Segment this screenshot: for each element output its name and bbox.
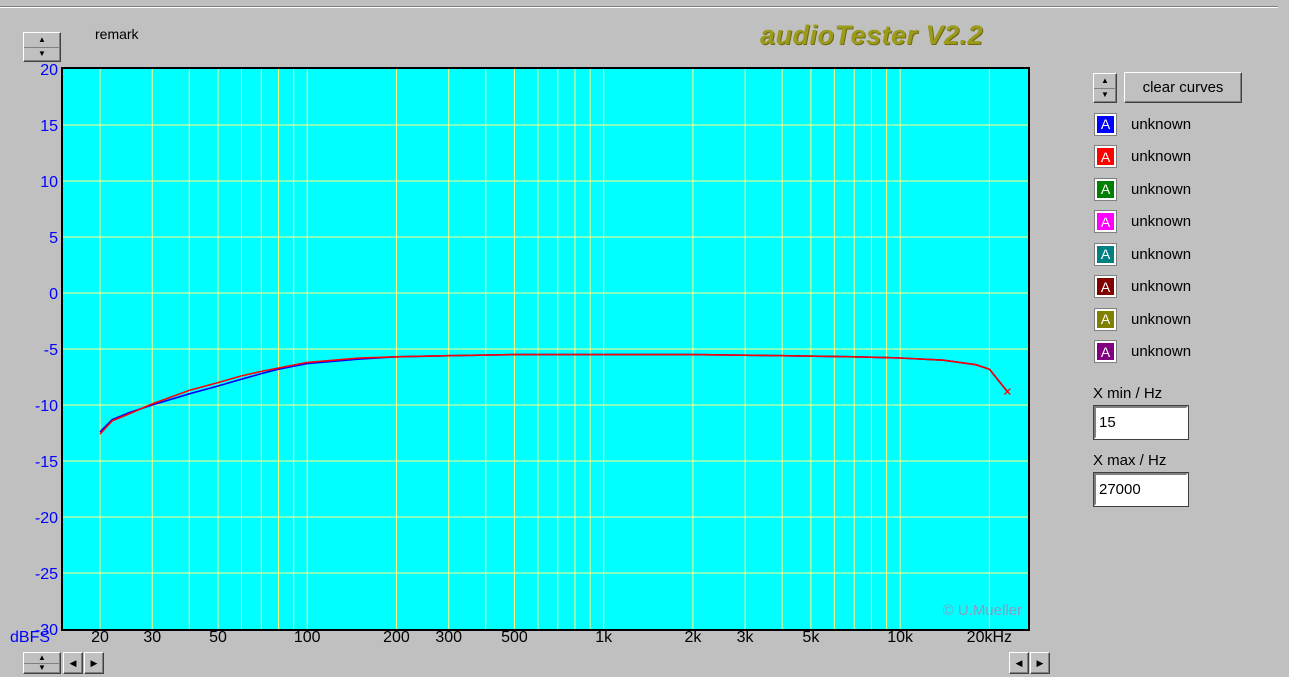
y-tick-label: -30: [35, 622, 58, 639]
legend-label: unknown: [1131, 278, 1192, 295]
legend-label: unknown: [1131, 148, 1192, 165]
x-tick-label: 30: [143, 629, 161, 646]
legend-label: unknown: [1131, 343, 1192, 360]
x-tick-label: 300: [435, 629, 462, 646]
clear-curves-label: clear curves: [1142, 79, 1224, 96]
spin-up-icon: ▲: [1101, 75, 1109, 85]
curve-color-swatch[interactable]: A: [1094, 177, 1117, 201]
remark-spin-button[interactable]: ▲ ▼: [23, 32, 61, 62]
series-end-marker: [1003, 388, 1011, 395]
x-tick-label: 2k: [684, 629, 702, 646]
watermark: © U.Mueller: [943, 602, 1022, 619]
y-tick-label: -15: [35, 454, 58, 471]
x-tick-label: 20: [91, 629, 109, 646]
legend-label: unknown: [1131, 245, 1192, 263]
curve-color-swatch[interactable]: A: [1094, 242, 1117, 266]
curve-color-swatch[interactable]: A: [1094, 210, 1117, 233]
curve-color-swatch[interactable]: A: [1094, 307, 1117, 331]
x-tick-label: 50: [209, 629, 227, 646]
arrow-left-icon: ◀: [1015, 657, 1023, 668]
arrow-left-icon: ◀: [69, 657, 77, 668]
x-min-input[interactable]: 15: [1093, 405, 1189, 440]
y-tick-label: 15: [40, 118, 58, 135]
x-max-input[interactable]: 27000: [1093, 472, 1189, 507]
legend-label: unknown: [1131, 115, 1192, 133]
legend-label: unknown: [1131, 310, 1192, 328]
arrow-right-icon: ▶: [1036, 657, 1044, 668]
curve-color-swatch[interactable]: A: [1094, 275, 1117, 298]
spin-down-icon: ▼: [24, 662, 60, 674]
x-tick-label: 5k: [802, 629, 820, 646]
spin-down-icon: ▼: [24, 46, 60, 62]
zoom-left-button[interactable]: ◀: [1009, 652, 1029, 674]
y-tick-label: 5: [49, 230, 58, 247]
x-tick-label: 20kHz: [967, 629, 1012, 646]
frequency-response-chart: © U.Mueller: [63, 69, 1028, 629]
legend-label: unknown: [1131, 180, 1192, 198]
x-tick-label: 500: [501, 629, 528, 646]
spin-up-icon: ▲: [38, 652, 46, 662]
x-min-label: X min / Hz: [1093, 385, 1163, 402]
scroll-right-button[interactable]: ▶: [84, 652, 104, 674]
curve-select-spin-button[interactable]: ▲ ▼: [1093, 73, 1117, 103]
plot-area[interactable]: © U.Mueller: [61, 67, 1030, 631]
arrow-right-icon: ▶: [90, 657, 98, 668]
y-tick-label: -25: [35, 566, 58, 583]
scroll-left-button[interactable]: ◀: [63, 652, 83, 674]
zoom-right-button[interactable]: ▶: [1030, 652, 1050, 674]
spin-down-icon: ▼: [1094, 87, 1116, 103]
spin-up-icon: ▲: [38, 34, 46, 44]
x-tick-label: 1k: [595, 629, 613, 646]
x-tick-label: 100: [294, 629, 321, 646]
x-tick-label: 10k: [887, 629, 914, 646]
app-title: audioTester V2.2: [760, 20, 984, 50]
y-tick-label: -20: [35, 510, 58, 527]
clear-curves-button[interactable]: clear curves: [1124, 72, 1242, 103]
curve-color-swatch[interactable]: A: [1094, 340, 1117, 363]
y-tick-label: -5: [44, 342, 58, 359]
x-tick-label: 200: [383, 629, 410, 646]
y-tick-label: -10: [35, 398, 58, 415]
y-tick-label: 10: [40, 174, 58, 191]
curve-color-swatch[interactable]: A: [1094, 145, 1117, 168]
curve-color-swatch[interactable]: A: [1094, 112, 1117, 136]
y-axis-unit-label: dBFS: [10, 629, 50, 646]
x-max-label: X max / Hz: [1093, 452, 1167, 469]
y-tick-label: 20: [40, 62, 58, 79]
y-scale-spin-button[interactable]: ▲ ▼: [23, 652, 61, 674]
x-tick-label: 3k: [737, 629, 755, 646]
y-tick-label: 0: [49, 286, 58, 303]
legend-label: unknown: [1131, 213, 1192, 230]
top-separator: [0, 6, 1278, 8]
remark-label: remark: [95, 26, 139, 42]
series-line-2: [99, 353, 1009, 435]
